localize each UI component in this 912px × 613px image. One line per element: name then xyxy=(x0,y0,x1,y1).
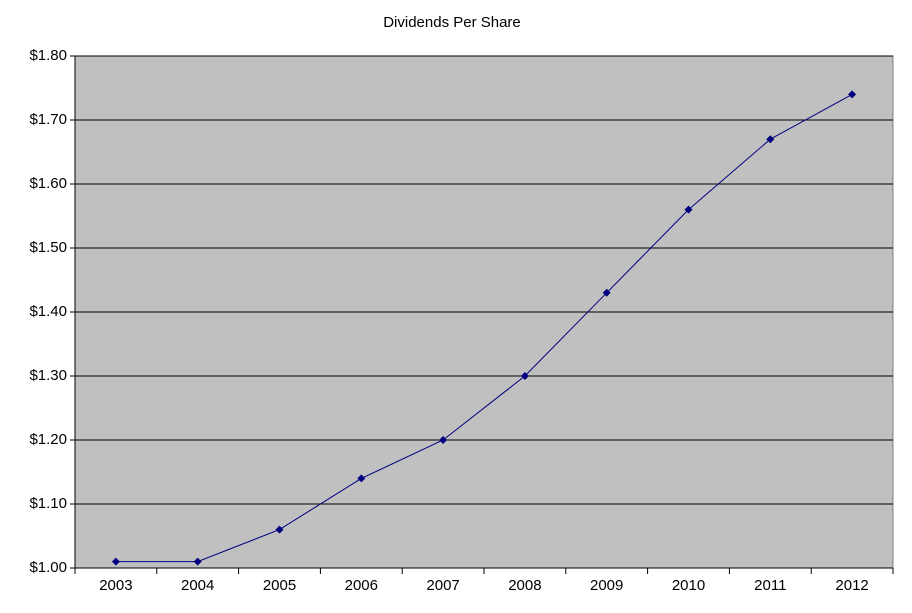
x-tick-label: 2009 xyxy=(590,577,623,594)
y-tick-label: $1.00 xyxy=(29,559,67,576)
y-tick-label: $1.80 xyxy=(29,47,67,64)
x-tick-label: 2003 xyxy=(99,577,132,594)
marker xyxy=(602,288,611,297)
x-tick-label: 2008 xyxy=(508,577,541,594)
x-tick-label: 2006 xyxy=(345,577,378,594)
marker xyxy=(848,90,857,99)
y-tick-label: $1.70 xyxy=(29,111,67,128)
y-tick-label: $1.60 xyxy=(29,175,67,192)
chart-title: Dividends Per Share xyxy=(383,14,521,31)
x-tick-label: 2012 xyxy=(835,577,868,594)
marker xyxy=(766,135,775,144)
x-tick-label: 2004 xyxy=(181,577,214,594)
y-tick-label: $1.30 xyxy=(29,367,67,384)
y-tick-label: $1.40 xyxy=(29,303,67,320)
marker xyxy=(520,372,529,380)
y-tick-label: $1.50 xyxy=(29,239,67,256)
x-tick-label: 2010 xyxy=(672,577,705,594)
marker xyxy=(439,436,448,444)
marker xyxy=(357,474,366,483)
line xyxy=(115,93,853,563)
x-tick-label: 2011 xyxy=(754,577,786,594)
y-tick-label: $1.20 xyxy=(29,431,67,448)
marker xyxy=(193,557,202,566)
y-tick-label: $1.10 xyxy=(29,495,67,512)
marker xyxy=(275,525,284,534)
x-tick-label: 2005 xyxy=(263,577,296,594)
x-tick-label: 2007 xyxy=(426,577,459,594)
marker xyxy=(684,205,693,214)
marker xyxy=(111,557,120,566)
